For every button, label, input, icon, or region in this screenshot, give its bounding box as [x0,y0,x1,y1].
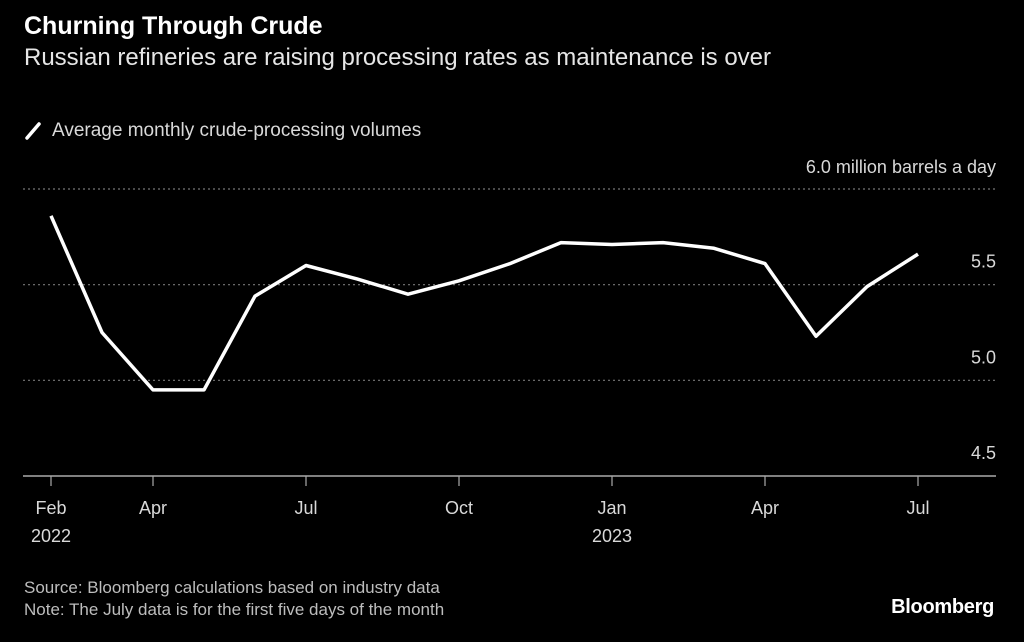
x-tick-year-label: 2022 [31,526,71,546]
series-line [49,215,919,392]
x-tick-label: Oct [445,498,473,518]
x-tick-label: Apr [139,498,167,518]
x-tick-label: Jul [294,498,317,518]
line-chart: 6.0 million barrels a day 5.5 5.0 4.5 Feb 202… [23,157,996,546]
x-tick-label: Jan [597,498,626,518]
x-tick-year-label: 2023 [592,526,632,546]
x-tick-label: Apr [751,498,779,518]
footnote: Note: The July data is for the first fiv… [24,600,445,619]
y-tick-label: 5.5 [971,252,996,272]
source-note: Source: Bloomberg calculations based on … [24,578,440,597]
y-tick-label: 6.0 million barrels a day [806,157,996,177]
bloomberg-logo: Bloomberg [891,596,994,618]
chart-title: Churning Through Crude [24,12,323,40]
y-tick-label: 5.0 [971,347,996,367]
x-tick-label: Feb [35,498,66,518]
chart-subtitle: Russian refineries are raising processin… [24,44,772,71]
line-swatch-icon [25,122,41,140]
legend: Average monthly crude-processing volumes [24,120,421,142]
y-tick-label: 4.5 [971,443,996,463]
legend-label: Average monthly crude-processing volumes [52,120,422,141]
x-tick-label: Jul [906,498,929,518]
